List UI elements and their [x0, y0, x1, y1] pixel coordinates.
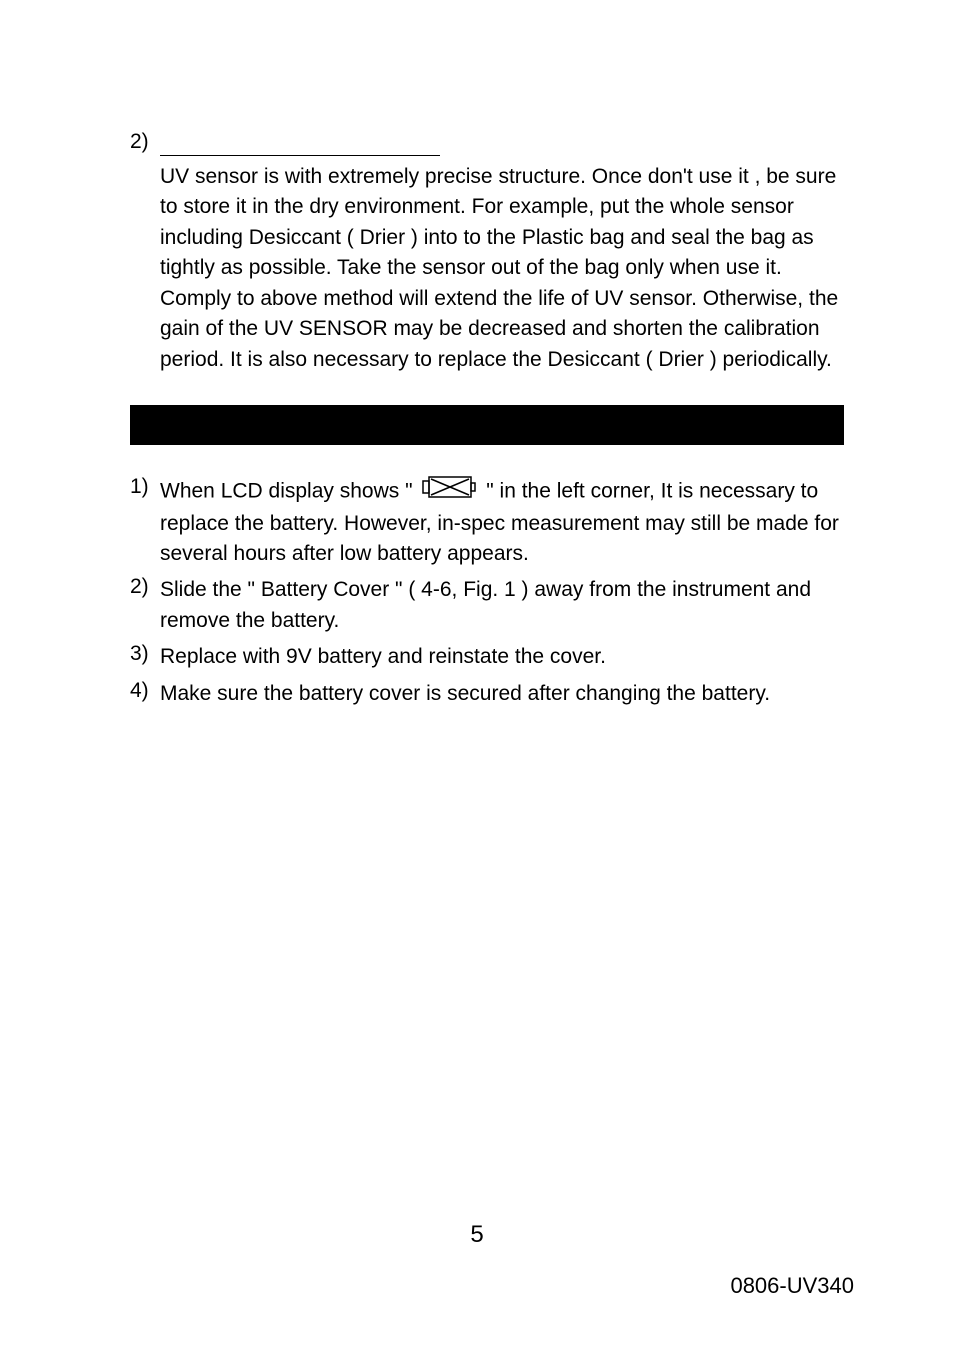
battery-section: 1) When LCD display shows " " in the lef…: [130, 475, 844, 709]
item-number: 1): [130, 475, 160, 569]
item-number: 3): [130, 642, 160, 672]
underlined-heading: [160, 130, 440, 156]
numbered-item: 3) Replace with 9V battery and reinstate…: [130, 642, 844, 672]
item-number: 2): [130, 130, 160, 156]
item-text: Slide the " Battery Cover " ( 4-6, Fig. …: [160, 575, 844, 636]
numbered-item: 4) Make sure the battery cover is secure…: [130, 679, 844, 709]
item-text: Replace with 9V battery and reinstate th…: [160, 642, 844, 672]
battery-low-icon: [422, 475, 476, 508]
item-text: Make sure the battery cover is secured a…: [160, 679, 844, 709]
item-number: 4): [130, 679, 160, 709]
section-divider-band: [130, 405, 844, 445]
footer-code: 0806-UV340: [730, 1273, 854, 1299]
item-number: 2): [130, 575, 160, 636]
item-text-before: When LCD display shows ": [160, 479, 418, 502]
numbered-item: 2): [130, 130, 844, 156]
section-body-text: UV sensor is with extremely precise stru…: [160, 162, 844, 375]
page-number: 5: [470, 1221, 483, 1249]
section-2-heading-block: 2) UV sensor is with extremely precise s…: [130, 130, 844, 375]
item-text: When LCD display shows " " in the left c…: [160, 475, 844, 569]
numbered-item: 2) Slide the " Battery Cover " ( 4-6, Fi…: [130, 575, 844, 636]
numbered-item: 1) When LCD display shows " " in the lef…: [130, 475, 844, 569]
